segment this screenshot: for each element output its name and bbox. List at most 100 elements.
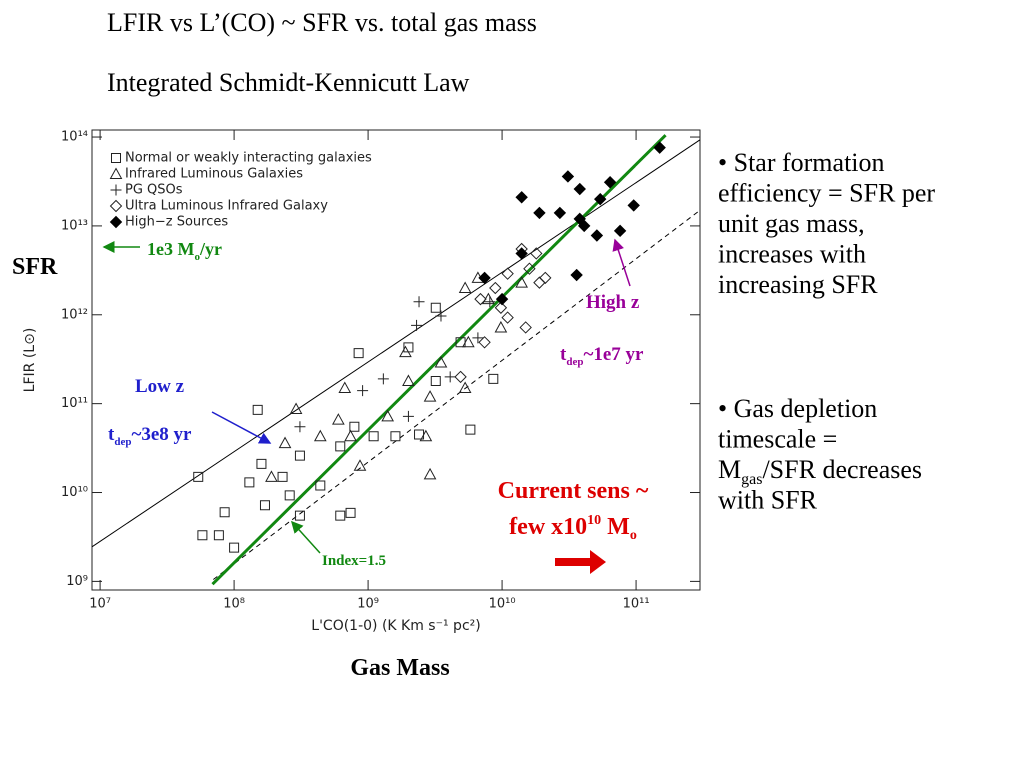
data-point — [277, 471, 288, 482]
data-point — [461, 335, 475, 348]
data-point — [423, 467, 437, 480]
bullet-line: • Gas depletion — [718, 394, 877, 423]
data-point — [530, 247, 543, 260]
text-part: /yr — [199, 239, 222, 259]
legend-marker — [111, 153, 121, 163]
bullet-line: Mgas/SFR decreases — [718, 455, 922, 488]
slide-title: LFIR vs L’(CO) ~ SFR vs. total gas mass — [107, 8, 537, 37]
text-part: Gas Mass — [350, 655, 449, 681]
data-point — [399, 345, 412, 358]
data-point — [357, 385, 369, 397]
data-point — [390, 431, 401, 442]
data-point — [474, 292, 487, 306]
data-point — [523, 262, 536, 275]
text-part: dep — [566, 356, 583, 368]
annotation: Current sens ~ — [498, 478, 649, 504]
text-part: /SFR decreases — [762, 455, 922, 484]
data-point — [381, 409, 395, 422]
data-point — [402, 374, 415, 386]
text-part: Current sens ~ — [498, 478, 649, 504]
data-point — [488, 373, 499, 384]
reference-line — [213, 209, 701, 580]
data-point — [570, 268, 583, 282]
bullet-line: timescale = — [718, 424, 837, 453]
data-point — [539, 271, 552, 285]
data-point — [289, 402, 303, 415]
bullet-line: with SFR — [718, 485, 818, 514]
legend-label: PG QSOs — [125, 183, 183, 198]
text-part: • Gas depletion — [718, 394, 877, 423]
data-point — [495, 292, 509, 306]
data-point — [353, 348, 364, 359]
data-point — [478, 336, 491, 349]
data-point — [244, 477, 255, 488]
annotation: tdep~3e8 yr — [108, 424, 192, 447]
annotation: High z — [586, 292, 640, 313]
data-point — [435, 310, 447, 322]
data-point — [577, 219, 591, 233]
data-point — [458, 381, 472, 393]
data-point — [252, 404, 263, 415]
text-part: unit gas mass, — [718, 209, 865, 238]
data-point — [332, 413, 345, 425]
legend-marker — [109, 199, 123, 213]
text-part: increases with — [718, 239, 866, 268]
bullet-line: increases with — [718, 239, 866, 268]
text-part: with SFR — [718, 485, 818, 514]
text-part: SFR — [12, 254, 58, 280]
data-point — [501, 267, 514, 280]
annotation: tdep~1e7 yr — [560, 344, 644, 367]
text-part: timescale = — [718, 424, 837, 453]
data-point — [444, 371, 456, 383]
data-point — [489, 281, 502, 295]
legend-label: High−z Sources — [125, 215, 228, 230]
legend-label: Normal or weakly interacting galaxies — [125, 151, 372, 166]
x-tick-label: 10¹¹ — [623, 597, 650, 612]
legend-label: Infrared Luminous Galaxies — [125, 167, 303, 182]
data-point — [411, 319, 423, 331]
data-point — [294, 450, 305, 461]
data-point — [344, 429, 357, 442]
data-point — [197, 530, 208, 541]
data-point — [573, 182, 586, 196]
data-point — [613, 224, 627, 238]
text-part: Low z — [135, 376, 185, 397]
text-part: few x10 — [509, 514, 587, 540]
data-point — [519, 321, 532, 334]
arrow — [211, 411, 272, 444]
y-tick-label: 10¹⁴ — [61, 130, 88, 145]
y-tick-label: 10¹³ — [61, 218, 88, 233]
data-point — [315, 480, 326, 491]
data-point — [465, 424, 476, 435]
annotation: SFR — [12, 254, 58, 280]
data-point — [335, 441, 346, 452]
data-point — [458, 281, 472, 294]
x-tick-label: 10¹⁰ — [489, 597, 516, 612]
annotation: 1e3 Mo/yr — [147, 239, 222, 262]
data-point — [377, 373, 389, 385]
data-point — [478, 271, 491, 285]
data-point — [278, 436, 292, 449]
data-point — [419, 429, 433, 442]
data-point — [213, 530, 224, 541]
data-point — [434, 356, 448, 368]
data-point — [553, 206, 567, 220]
text-part: 10 — [587, 513, 601, 528]
y-tick-label: 10¹¹ — [61, 396, 88, 411]
legend-label: Ultra Luminous Infrared Galaxy — [125, 199, 328, 214]
data-point — [414, 429, 425, 440]
slide-title: Integrated Schmidt-Kennicutt Law — [107, 68, 470, 97]
data-point — [294, 421, 306, 433]
data-point — [368, 431, 379, 442]
data-point — [561, 170, 575, 183]
legend-marker — [109, 167, 123, 179]
data-point — [454, 370, 467, 384]
data-point — [494, 301, 508, 314]
annotation: few x1010 Mo — [509, 513, 637, 543]
y-tick-label: 10¹² — [61, 307, 88, 322]
text-part: M — [601, 514, 630, 540]
y-axis-label: LFIR (L⊙) — [22, 328, 38, 393]
data-point — [353, 459, 367, 471]
